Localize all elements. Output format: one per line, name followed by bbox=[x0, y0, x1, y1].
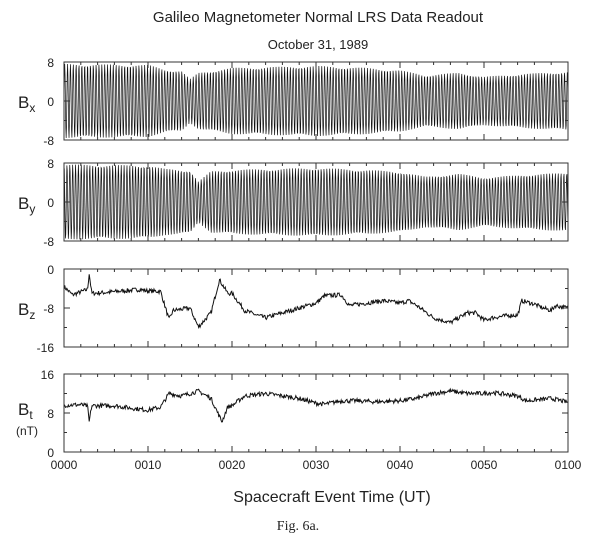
bx-series-line bbox=[63, 63, 569, 139]
y-tick-label: 8 bbox=[47, 407, 54, 421]
panel-bz: 0 -8 -16 Bz bbox=[18, 263, 569, 355]
panel-label-main: B bbox=[18, 400, 29, 419]
bz-series-line bbox=[63, 274, 569, 330]
y-tick-label: -8 bbox=[43, 134, 54, 148]
panel-label: Bx bbox=[18, 93, 35, 115]
panel-label: By bbox=[18, 194, 35, 216]
panel-unit: (nT) bbox=[16, 424, 38, 438]
y-tick-label: 0 bbox=[47, 196, 54, 210]
plot-frame bbox=[63, 373, 569, 453]
bt-series-line bbox=[63, 387, 569, 423]
x-tick-label: 0010 bbox=[135, 458, 162, 472]
y-tick-label: 0 bbox=[47, 263, 54, 277]
x-tick-label: 0100 bbox=[555, 458, 582, 472]
y-tick-label: 0 bbox=[47, 446, 54, 460]
y-tick-label: -8 bbox=[43, 302, 54, 316]
y-tick-label: -8 bbox=[43, 235, 54, 249]
panel-label-sub: t bbox=[29, 408, 33, 422]
x-tick-label: 0030 bbox=[303, 458, 330, 472]
y-tick-label: 0 bbox=[47, 95, 54, 109]
panel-label-sub: y bbox=[29, 202, 35, 216]
y-tick-label: 8 bbox=[47, 56, 54, 70]
y-tick-label: 8 bbox=[47, 157, 54, 171]
plot-frame bbox=[63, 268, 569, 348]
x-tick-label: 0040 bbox=[387, 458, 414, 472]
panel-label: Bz bbox=[18, 300, 35, 322]
by-series-line bbox=[63, 164, 569, 240]
panel-label-sub: z bbox=[29, 308, 35, 322]
panel-label-main: B bbox=[18, 93, 29, 112]
x-tick-label: 0050 bbox=[471, 458, 498, 472]
x-tick-label: 0020 bbox=[219, 458, 246, 472]
panel-label-sub: x bbox=[29, 101, 35, 115]
figure-caption: Fig. 6a. bbox=[277, 519, 319, 534]
panel-bx: 8 0 -8 Bx bbox=[18, 56, 569, 148]
chart-subtitle: October 31, 1989 bbox=[268, 37, 368, 52]
panel-by: 8 0 -8 By bbox=[18, 157, 569, 249]
x-axis-label: Spacecraft Event Time (UT) bbox=[233, 489, 430, 506]
chart-title: Galileo Magnetometer Normal LRS Data Rea… bbox=[153, 9, 484, 26]
y-tick-label: 16 bbox=[41, 368, 55, 382]
y-tick-label: -16 bbox=[37, 341, 55, 355]
x-tick-label: 0000 bbox=[51, 458, 78, 472]
panel-bt: 16 8 0 Bt (nT) bbox=[16, 368, 569, 460]
panel-label-main: B bbox=[18, 194, 29, 213]
panel-label: Bt bbox=[18, 400, 33, 422]
panel-label-main: B bbox=[18, 300, 29, 319]
